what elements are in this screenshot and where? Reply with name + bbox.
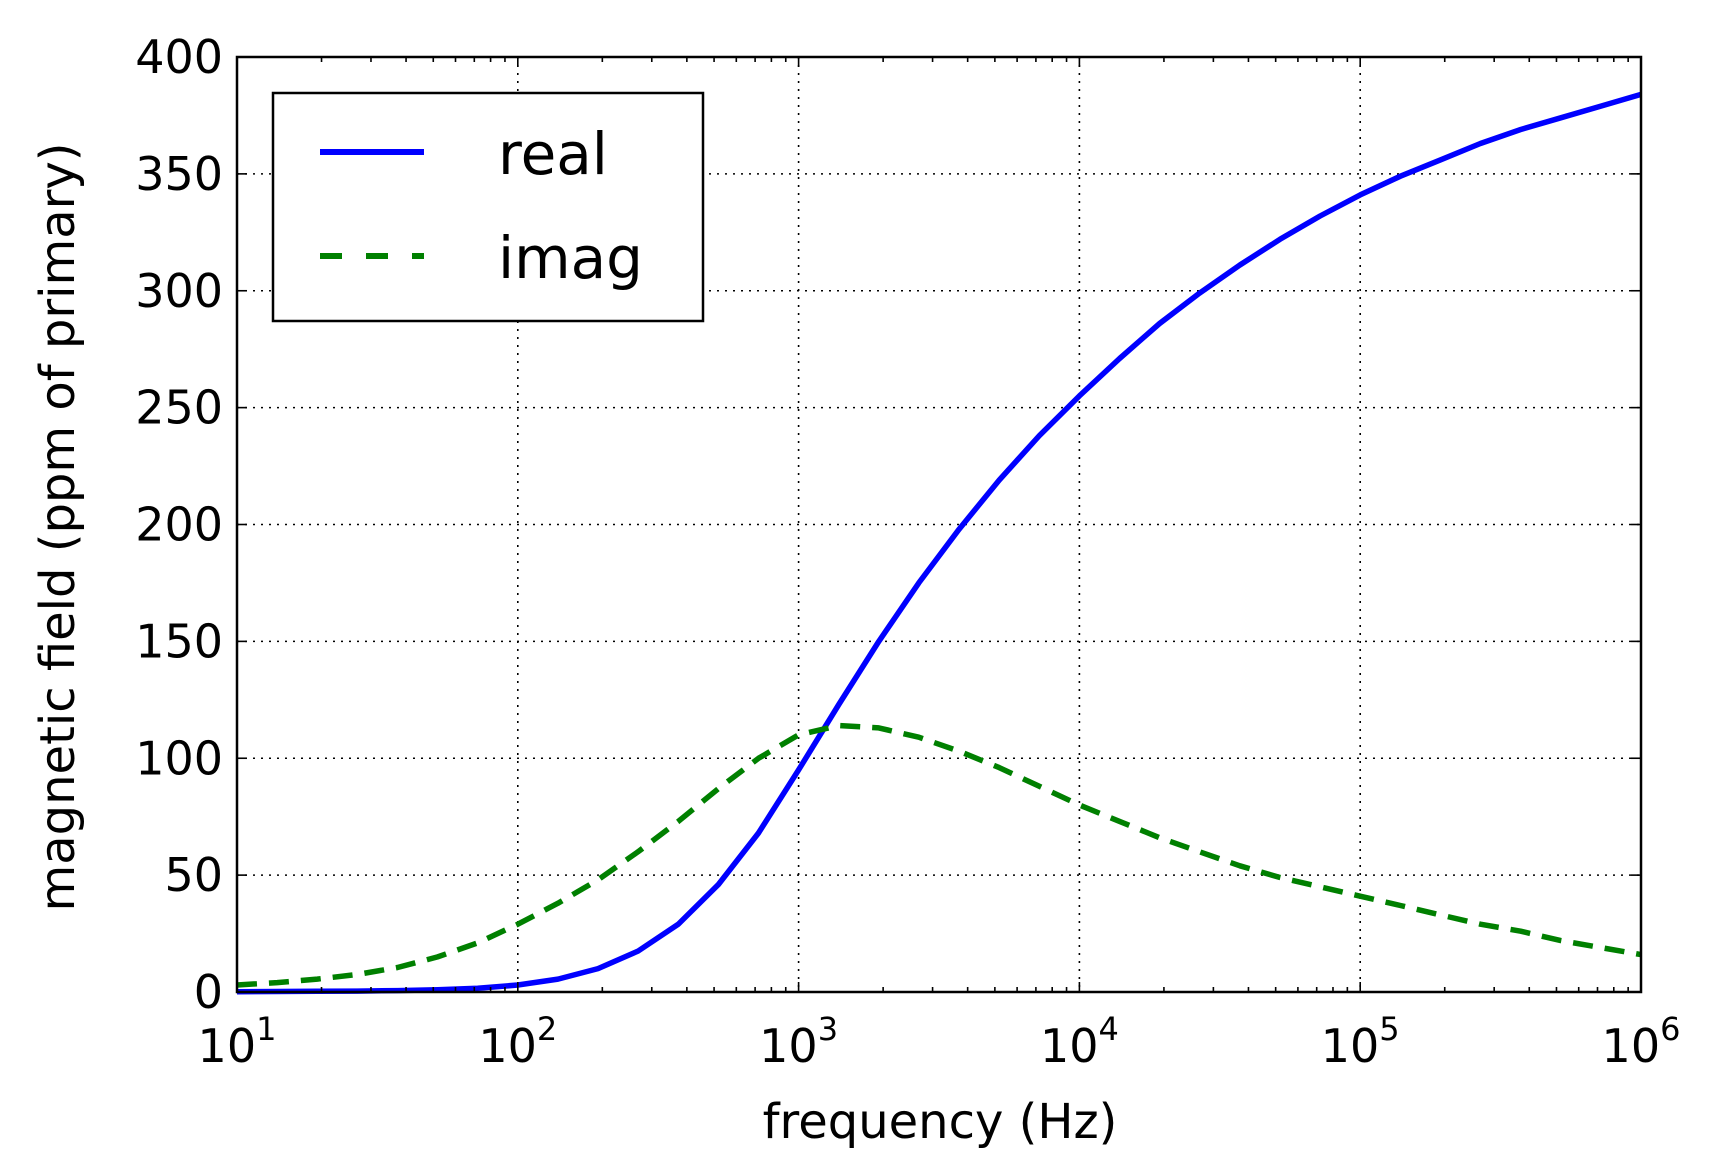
- series-line-imag: [236, 722, 1642, 988]
- y-tick-label: 50: [164, 848, 223, 902]
- y-tick-labels: 0 50 100 150 200 250 300 350 400: [135, 30, 223, 1019]
- x-tick-labels: 101 102 103 104 105 106: [198, 1010, 1681, 1073]
- y-tick-label: 400: [135, 30, 223, 84]
- legend-label-real: real: [498, 120, 608, 188]
- y-tick-label: 100: [135, 731, 223, 785]
- x-axis-title: frequency (Hz): [763, 1094, 1118, 1150]
- ticks: [236, 56, 1642, 993]
- y-axis-title: magnetic field (ppm of primary): [30, 142, 86, 911]
- x-tick-label: 105: [1321, 1010, 1400, 1073]
- y-tick-label: 350: [135, 147, 223, 201]
- legend: real imag: [271, 91, 705, 323]
- y-tick-label: 250: [135, 381, 223, 435]
- legend-box: [271, 91, 705, 323]
- y-tick-label: 0: [194, 965, 223, 1019]
- y-tick-label: 150: [135, 614, 223, 668]
- series-line-real: [236, 91, 1642, 995]
- series-layer: [236, 91, 1642, 995]
- x-tick-label: 103: [759, 1010, 838, 1073]
- y-tick-label: 300: [135, 264, 223, 318]
- x-tick-label: 106: [1602, 1010, 1681, 1073]
- x-tick-label: 104: [1040, 1010, 1119, 1073]
- y-tick-label: 200: [135, 498, 223, 552]
- legend-label-imag: imag: [498, 224, 643, 292]
- x-tick-label: 102: [478, 1010, 557, 1073]
- x-tick-label: 101: [198, 1010, 277, 1073]
